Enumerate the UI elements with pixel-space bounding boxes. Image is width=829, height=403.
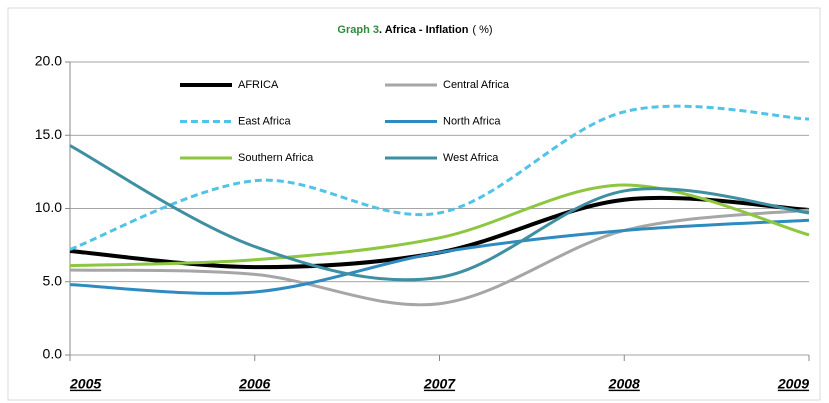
series-line	[69, 104, 810, 251]
title-text: . Africa - Inflation	[379, 24, 469, 36]
legend-label: Southern Africa	[238, 152, 314, 164]
x-tick-label: 2006	[238, 376, 270, 392]
chart-frame	[7, 7, 821, 401]
legend-label: West Africa	[443, 152, 499, 164]
legend-label: Central Africa	[443, 79, 510, 91]
y-tick-label: 10.0	[35, 199, 62, 215]
legend-label: North Africa	[443, 115, 501, 127]
x-tick-label: 2007	[423, 376, 456, 392]
title-label: Graph 3	[337, 24, 379, 36]
series-line	[69, 183, 810, 268]
y-tick-label: 20.0	[35, 53, 62, 69]
legend-label: AFRICA	[238, 79, 279, 91]
y-tick-label: 0.0	[43, 346, 63, 362]
series-line	[69, 208, 810, 307]
legend-label: East Africa	[238, 115, 291, 127]
x-tick-label: 2008	[608, 376, 640, 392]
x-tick-label: 2009	[777, 376, 809, 392]
x-tick-label: 2005	[69, 376, 101, 392]
series-line	[69, 144, 810, 282]
title-unit: ( %)	[472, 24, 492, 36]
y-tick-label: 5.0	[43, 272, 63, 288]
chart-title: Graph 3. Africa - Inflation( %)	[337, 24, 492, 36]
y-tick-label: 15.0	[35, 126, 62, 142]
series-line	[69, 218, 810, 295]
